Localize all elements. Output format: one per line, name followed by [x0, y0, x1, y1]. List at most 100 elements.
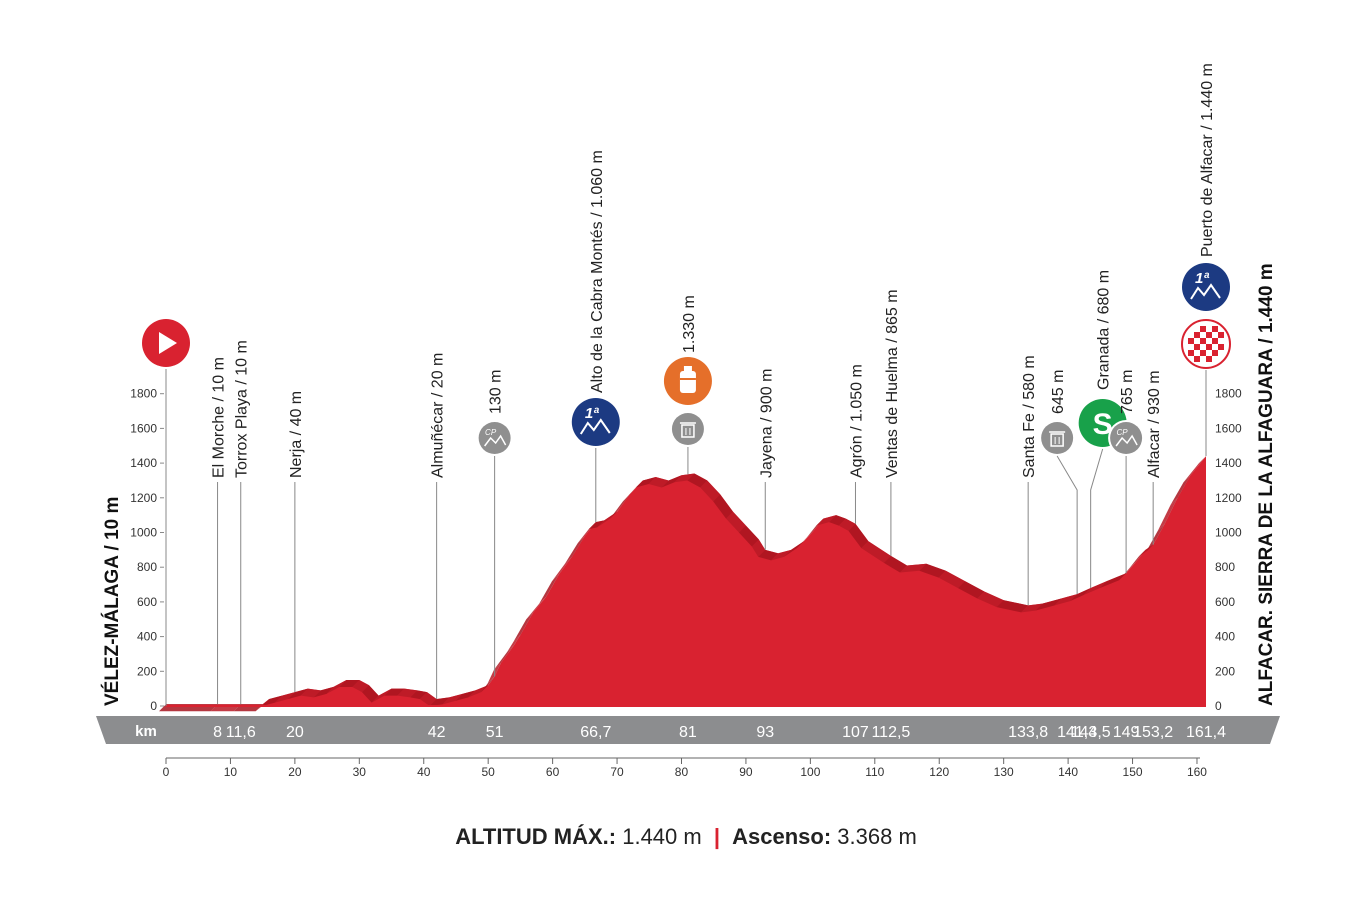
- bottle-cap: [683, 366, 692, 372]
- waypoint-label: Ventas de Huelma / 865 m: [884, 289, 901, 478]
- km-band-value: 143,5: [1071, 724, 1111, 741]
- km-band-value: 66,7: [580, 724, 611, 741]
- km-band-values: 8 11,6 20 42 51 66,7 81 93 107 112,5 133,8 141,4143…: [213, 724, 1226, 741]
- y-tick-label: 400: [137, 630, 157, 644]
- waypoint: Nerja / 40 m: [288, 391, 305, 693]
- y-tick-label: 1200: [1215, 491, 1242, 505]
- x-tick-label: 110: [865, 765, 884, 779]
- bin-body: [681, 424, 695, 438]
- x-tick-label: 20: [288, 765, 302, 779]
- finish-check: [1212, 350, 1218, 356]
- start-play: [159, 332, 177, 354]
- x-tick-label: 60: [546, 765, 560, 779]
- waypoint-label: Agrón / 1.050 m: [848, 364, 865, 478]
- km-band-label: km: [135, 723, 157, 740]
- y-tick-label: 1400: [130, 456, 157, 470]
- profile-band-segment: [713, 494, 734, 519]
- mountain-1st-cat-icon: 1ª: [1180, 261, 1232, 313]
- waypoint-connector: [1090, 448, 1104, 589]
- x-tick-label: 70: [610, 765, 624, 779]
- y-tick-label: 800: [137, 560, 157, 574]
- x-tick-label: 10: [224, 765, 238, 779]
- profile-band-segment: [661, 475, 682, 488]
- profile-band-segment: [1070, 588, 1091, 602]
- ascent-label: Ascenso:: [732, 824, 832, 849]
- waypoint-label: El Morche / 10 m: [211, 357, 228, 478]
- waypoint: Santa Fe / 580 m: [1021, 355, 1038, 606]
- y-tick-label: 600: [137, 595, 157, 609]
- x-tick-label: 80: [675, 765, 689, 779]
- profile-band-segment: [1146, 523, 1165, 552]
- start-town-label: VÉLEZ-MÁLAGA / 10 m: [101, 497, 123, 706]
- waypoint: Ventas de Huelma / 865 m: [884, 289, 901, 556]
- finish-check: [1212, 338, 1218, 344]
- profile-band-segment: [300, 688, 321, 698]
- finish-check: [1188, 350, 1194, 356]
- finish-check: [1218, 332, 1224, 338]
- profile-band-segment: [1170, 475, 1191, 505]
- km-band-value: 133,8: [1008, 724, 1048, 741]
- profile-band-segment: [371, 688, 392, 703]
- profile-band-segment: [1054, 594, 1078, 606]
- profile-band-segment: [513, 612, 534, 642]
- profile-band-segment: [1183, 456, 1206, 483]
- waypoint-label: Torrox Playa / 10 m: [234, 340, 251, 478]
- km-band-value: 11,6: [226, 724, 256, 741]
- icon-disc: [671, 413, 704, 445]
- y-axis-right: 0 200 400 600 800 1000 1200 1400 1600 1800: [1215, 387, 1242, 713]
- profile-band-segment: [262, 695, 282, 707]
- waypoint: S Granada / 680 m: [1076, 270, 1129, 589]
- waypoint: 1ª Alto de la Cabra Montés / 1.060 m: [569, 150, 622, 523]
- km-band-value: 112,5: [871, 724, 910, 741]
- y-tick-label: 200: [1215, 664, 1235, 678]
- waypoint: 1ª Puerto de Alfacar / 1.440 m: [1180, 63, 1232, 457]
- finish-check: [1206, 356, 1212, 362]
- sprint-letter: S: [1093, 408, 1113, 441]
- km-band-value: 8: [213, 724, 222, 741]
- y-tick-label: 800: [1215, 560, 1235, 574]
- waypoints: El Morche / 10 m Torrox Playa / 10 m Nerja…: [211, 63, 1232, 705]
- profile-band-segment: [564, 535, 585, 564]
- x-tick-label: 40: [417, 765, 431, 779]
- waypoint-label: 765 m: [1119, 370, 1136, 414]
- y-tick-label: 1800: [130, 387, 157, 401]
- x-tick-label: 100: [800, 765, 820, 779]
- waypoint: CP 765 m: [1108, 370, 1145, 574]
- mountain-peaks: [1190, 283, 1221, 300]
- x-axis-ticks: 0 10 20 30 40 50 60 70 80 90 100 110 120 130 140 150 160: [163, 758, 1207, 779]
- profile-band-segment: [700, 480, 721, 502]
- profile-band-segment: [397, 688, 418, 698]
- x-tick-label: 140: [1058, 765, 1078, 779]
- waypoint-label: 1.330 m: [681, 295, 698, 353]
- waypoint-label: Nerja / 40 m: [288, 391, 305, 478]
- profile-band-segment: [938, 570, 966, 589]
- profile-band-segment: [674, 473, 695, 483]
- profile-band-segment: [552, 556, 572, 582]
- y-tick-label: 1600: [130, 421, 157, 435]
- profile-band-segment: [958, 581, 985, 599]
- waypoint-label: 645 m: [1050, 370, 1067, 414]
- cp-text: CP: [1117, 428, 1129, 437]
- profile-band-segment: [410, 690, 427, 700]
- profile-band-segment: [287, 688, 308, 700]
- profile-band-segment: [1083, 581, 1107, 596]
- profile-band-segment: [1035, 598, 1062, 611]
- y-tick-label: 200: [137, 664, 157, 678]
- mountain-1st-cat-icon: 1ª: [569, 396, 622, 448]
- finish-check: [1218, 344, 1224, 350]
- km-band-value: 153,2: [1133, 724, 1173, 741]
- finish-flag-icon: [1180, 318, 1232, 370]
- profile-band-segment: [977, 591, 1004, 608]
- km-band-value: 149: [1113, 724, 1140, 741]
- icon-disc: [1041, 422, 1074, 454]
- profile-band-segment: [313, 686, 334, 698]
- cp-icon: CP: [476, 420, 513, 456]
- mountain-category-text: 1ª: [585, 405, 599, 422]
- km-band: [96, 716, 1280, 744]
- finish-check: [1188, 338, 1194, 344]
- bin-body: [1050, 433, 1064, 447]
- profile-band-segment: [339, 679, 360, 687]
- waypoint-label: Granada / 680 m: [1096, 270, 1113, 390]
- waypoint: CP 130 m: [476, 370, 513, 677]
